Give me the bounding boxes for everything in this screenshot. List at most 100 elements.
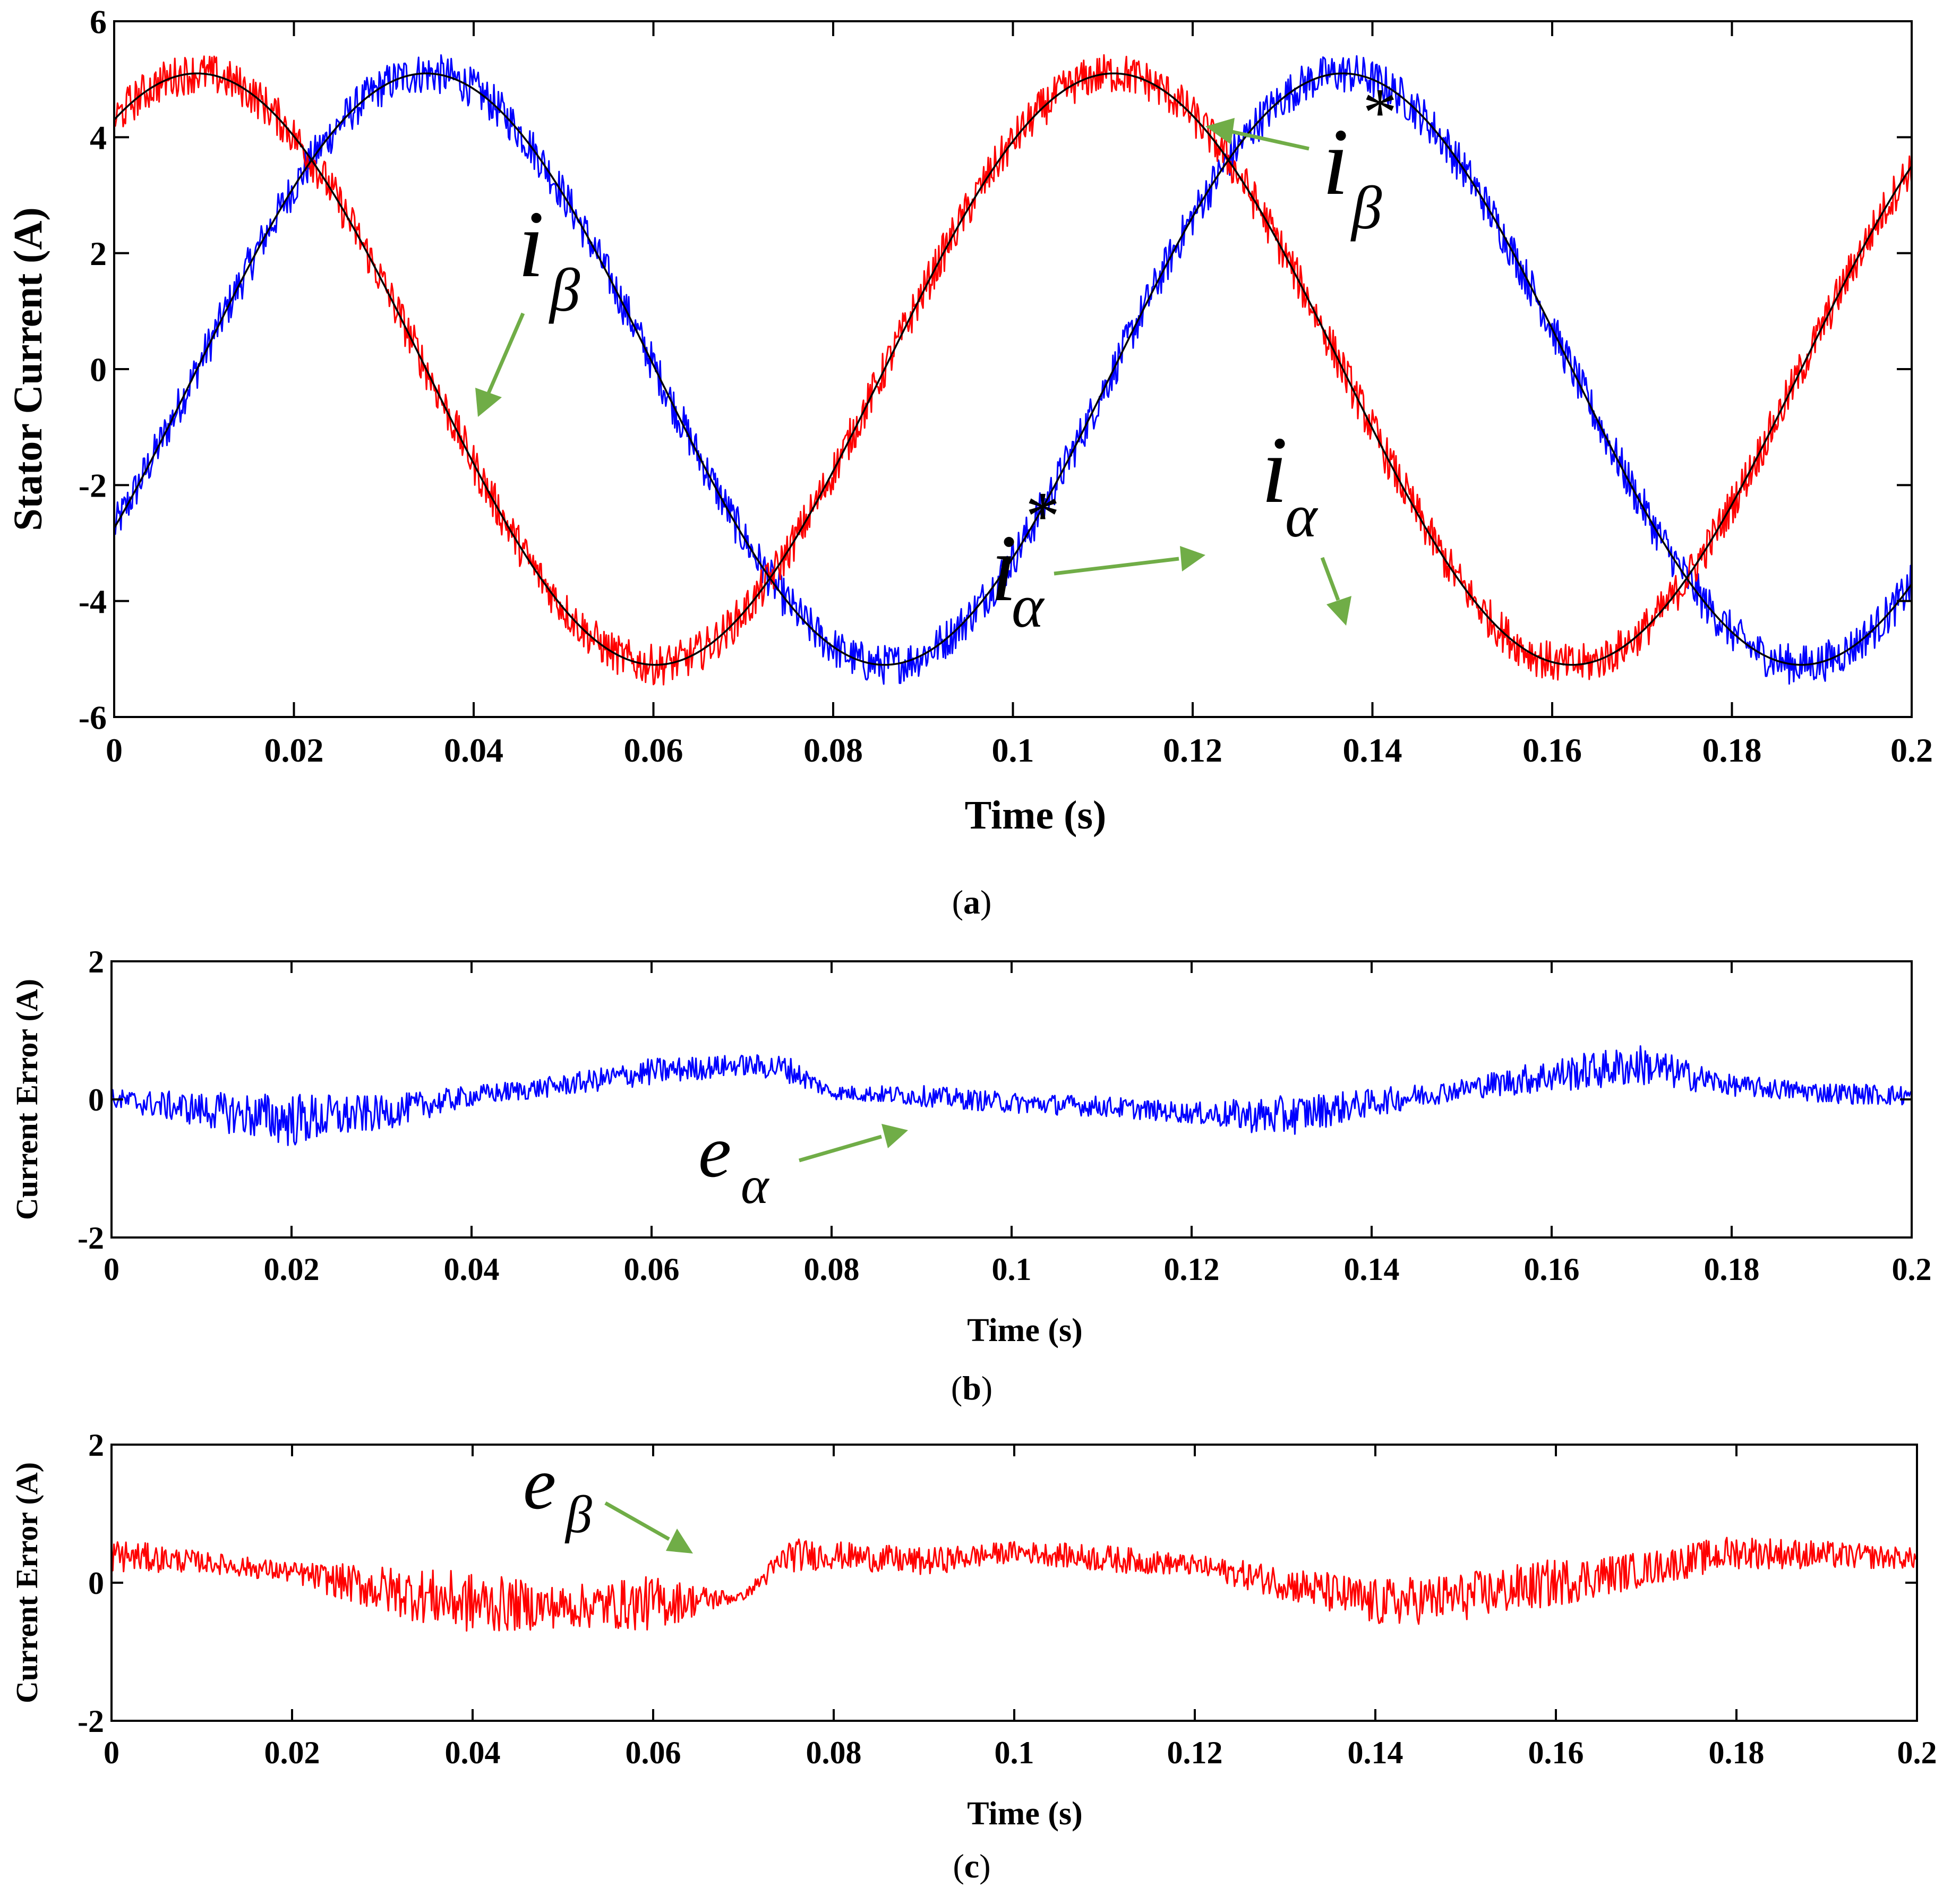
panel-a-ylabel: Stator Current (A) [6, 207, 50, 531]
annotation-e-alpha-arrow [799, 1134, 882, 1163]
panel-b-xlabel: Time (s) [967, 1312, 1083, 1348]
annotation-e-alpha-sub: α [741, 1156, 770, 1215]
panel-c-xtick-label: 0.14 [1348, 1735, 1403, 1770]
annotation-i-beta-ref-sub: β [1350, 174, 1382, 242]
panel-a-xtick-label: 0.06 [624, 731, 683, 769]
panel-c-ticks: 0 0.02 0.04 0.06 0.08 0.1 0.12 0.14 0.16 0.18 0.2 -… [78, 1428, 1937, 1770]
series-e-alpha [110, 1045, 1913, 1146]
panel-b-xtick-label: 0.02 [264, 1252, 320, 1287]
panel-b-ytick-label: 2 [88, 944, 104, 979]
panel-b-xtick-label: 0.16 [1524, 1252, 1580, 1287]
annotation-i-beta-ref-arrowhead [1205, 118, 1235, 144]
annotation-i-beta-base: i [518, 191, 544, 297]
panel-c-xtick-label: 0.02 [264, 1735, 320, 1770]
annotation-i-beta-arrow [486, 312, 525, 394]
panel-c-current-error-beta: 0 0.02 0.04 0.06 0.08 0.1 0.12 0.14 0.16 0.18 0.2 -… [10, 1428, 1937, 1885]
annotation-e-alpha-arrowhead [881, 1124, 908, 1148]
panel-a-xlabel: Time (s) [965, 793, 1107, 838]
annotation-i-beta-ref-arrow [1231, 130, 1309, 151]
panel-a-ytick-label: -6 [79, 698, 107, 736]
panel-b-ticks: 0 0.02 0.04 0.06 0.08 0.1 0.12 0.14 0.16 0.18 0.2 -… [78, 944, 1931, 1287]
annotation-i-alpha-ref-sup: * [1022, 478, 1057, 554]
panel-b-xtick-label: 0.04 [444, 1252, 500, 1287]
annotation-i-beta-sub: β [549, 257, 580, 324]
panel-c-xlabel: Time (s) [967, 1796, 1083, 1832]
panel-a-xtick-label: 0 [106, 731, 123, 769]
annotation-i-beta: i β [475, 191, 580, 417]
annotation-i-alpha-arrowhead [1326, 596, 1351, 626]
annotation-e-beta-arrowhead [666, 1529, 693, 1553]
panel-c-xtick-label: 0.12 [1167, 1735, 1223, 1770]
annotation-i-beta-ref: i * β [1205, 74, 1394, 242]
annotation-i-alpha-base: i [1261, 417, 1288, 523]
panel-b-xtick-label: 0.12 [1164, 1252, 1220, 1287]
annotation-e-beta: e β [523, 1442, 693, 1553]
panel-c-xtick-label: 0 [104, 1735, 119, 1770]
series-i-beta [113, 54, 1913, 686]
panel-c-xtick-label: 0.16 [1528, 1735, 1584, 1770]
panel-a-ytick-label: -2 [79, 467, 107, 505]
panel-b-ytick-label: 0 [88, 1082, 104, 1117]
panel-a-caption: (a) [952, 883, 992, 921]
annotation-i-beta-ref-sup: * [1359, 74, 1394, 151]
panel-c-series [110, 1537, 1918, 1632]
annotation-i-beta-ref-base: i [1322, 109, 1349, 215]
series-i-alpha-ref [113, 72, 1913, 666]
panel-c-ylabel: Current Error (A) [10, 1462, 44, 1703]
panel-a-ytick-label: 2 [90, 235, 107, 272]
annotation-e-beta-base: e [523, 1442, 556, 1525]
panel-b-current-error-alpha: 0 0.02 0.04 0.06 0.08 0.1 0.12 0.14 0.16 0.18 0.2 -… [10, 944, 1932, 1407]
panel-c-ytick-label: -2 [78, 1704, 104, 1739]
annotation-i-alpha-ref-sub: α [1012, 573, 1045, 640]
annotation-i-alpha: i α [1261, 417, 1351, 626]
panel-b-caption: (b) [951, 1369, 992, 1407]
panel-a-xtick-label: 0.02 [264, 731, 324, 769]
annotation-e-alpha: e α [698, 1111, 908, 1215]
panel-b-xtick-label: 0.06 [624, 1252, 680, 1287]
panel-a-xtick-label: 0.08 [803, 731, 863, 769]
panel-b-xtick-label: 0.1 [992, 1252, 1032, 1287]
annotation-i-alpha-sub: α [1285, 482, 1319, 550]
panel-b-xtick-label: 0.18 [1704, 1252, 1760, 1287]
panel-c-xtick-label: 0.08 [806, 1735, 862, 1770]
annotation-i-alpha-ref-base: i [990, 515, 1017, 621]
panel-a-stator-current: 0 0.02 0.04 0.06 0.08 0.1 0.12 0.14 0.16 0.18 0.2 -… [6, 3, 1933, 921]
panel-a-ytick-label: 6 [90, 3, 107, 40]
panel-b-xtick-label: 0.14 [1344, 1252, 1400, 1287]
panel-a-xtick-label: 0.2 [1890, 731, 1933, 769]
annotation-e-beta-arrow [604, 1501, 670, 1541]
panel-c-xtick-label: 0.2 [1897, 1735, 1937, 1770]
panel-b-xtick-label: 0.2 [1892, 1252, 1932, 1287]
panel-c-xtick-label: 0.06 [626, 1735, 681, 1770]
annotation-i-alpha-ref-arrow [1054, 557, 1179, 576]
panel-c-xtick-label: 0.1 [995, 1735, 1034, 1770]
panel-a-xtick-label: 0.14 [1343, 731, 1402, 769]
panel-b-ylabel: Current Error (A) [10, 979, 44, 1220]
panel-c-ytick-label: 2 [88, 1428, 104, 1463]
annotation-i-alpha-ref: i * α [990, 478, 1205, 640]
panel-a-xtick-label: 0.12 [1163, 731, 1222, 769]
panel-c-ytick-label: 0 [88, 1566, 104, 1601]
panel-c-xtick-label: 0.04 [445, 1735, 501, 1770]
panel-a-xtick-label: 0.18 [1702, 731, 1762, 769]
panel-b-ytick-label: -2 [78, 1220, 104, 1256]
panel-c-caption: (c) [953, 1847, 990, 1885]
panel-b-xtick-label: 0 [104, 1252, 119, 1287]
series-e-beta [110, 1537, 1918, 1632]
series-i-beta-ref [113, 72, 1913, 666]
annotation-e-alpha-base: e [698, 1111, 731, 1193]
annotation-i-beta-arrowhead [475, 388, 502, 417]
annotation-i-alpha-arrow [1320, 557, 1340, 601]
panel-a-ytick-label: -4 [79, 583, 107, 620]
annotation-e-beta-sub: β [564, 1485, 592, 1544]
panel-a-xtick-label: 0.16 [1522, 731, 1582, 769]
panel-b-xtick-label: 0.08 [804, 1252, 860, 1287]
panel-a-ytick-label: 0 [90, 351, 107, 388]
panel-a-series [113, 54, 1913, 686]
panel-a-ytick-label: 4 [90, 119, 107, 157]
panel-a-ticks: 0 0.02 0.04 0.06 0.08 0.1 0.12 0.14 0.16 0.18 0.2 -… [79, 3, 1933, 769]
annotation-i-alpha-ref-arrowhead [1180, 546, 1205, 571]
panel-c-xtick-label: 0.18 [1709, 1735, 1765, 1770]
